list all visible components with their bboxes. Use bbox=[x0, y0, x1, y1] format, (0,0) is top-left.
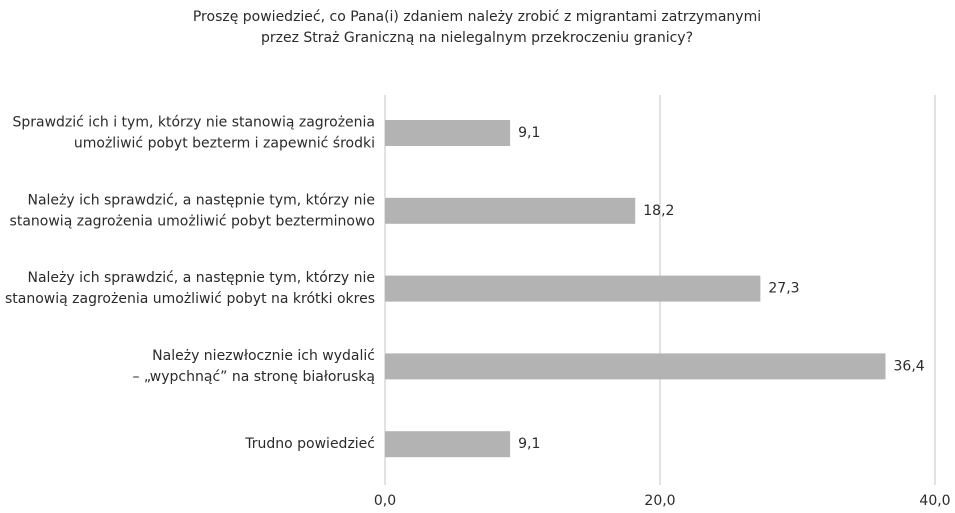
x-tick-label: 40,0 bbox=[919, 493, 950, 509]
category-label: – „wypchnąć” na stronę białoruską bbox=[132, 369, 375, 385]
bar bbox=[385, 120, 511, 146]
bar bbox=[385, 353, 886, 380]
x-tick-label: 20,0 bbox=[644, 493, 675, 509]
data-label: 18,2 bbox=[643, 203, 674, 219]
data-label: 27,3 bbox=[768, 281, 799, 297]
category-label: umożliwić pobyt bezterm i zapewnić środk… bbox=[74, 136, 375, 152]
category-label: Trudno powiedzieć bbox=[244, 436, 375, 452]
category-label: Należy ich sprawdzić, a następnie tym, k… bbox=[27, 270, 375, 286]
bar bbox=[385, 431, 511, 458]
category-label: stanowią zagrożenia umożliwić pobyt bezt… bbox=[10, 213, 375, 229]
bar bbox=[385, 275, 761, 302]
bar bbox=[385, 197, 636, 224]
chart-title: przez Straż Graniczną na nielegalnym prz… bbox=[261, 30, 693, 46]
data-label: 9,1 bbox=[518, 436, 540, 452]
category-label: Sprawdzić ich i tym, którzy nie stanowią… bbox=[12, 115, 375, 131]
x-tick-label: 0,0 bbox=[374, 493, 396, 509]
data-label: 9,1 bbox=[518, 125, 540, 141]
category-label: stanowią zagrożenia umożliwić pobyt na k… bbox=[5, 291, 375, 307]
data-label: 36,4 bbox=[894, 358, 925, 374]
chart-title: Proszę powiedzieć, co Pana(i) zdaniem na… bbox=[193, 9, 761, 25]
category-label: Należy ich sprawdzić, a następnie tym, k… bbox=[27, 192, 375, 208]
category-label: Należy niezwłocznie ich wydalić bbox=[152, 348, 375, 364]
